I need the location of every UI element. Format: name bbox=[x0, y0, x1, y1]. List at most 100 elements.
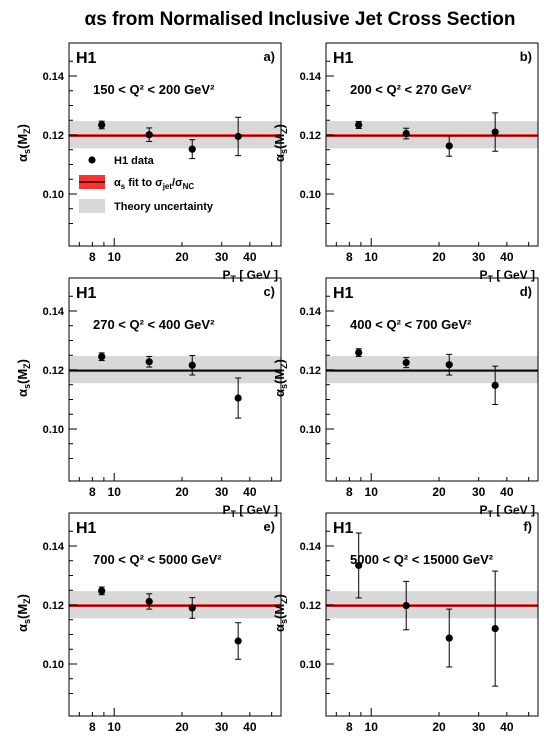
x-tick-label: 10 bbox=[108, 485, 122, 499]
x-tick-label: 30 bbox=[215, 720, 229, 734]
y-tick-label: 0.14 bbox=[300, 541, 322, 553]
plot-frame bbox=[68, 42, 282, 247]
experiment-label: H1 bbox=[333, 520, 354, 537]
plot-frame bbox=[68, 512, 282, 717]
plot-frame bbox=[325, 277, 539, 482]
x-tick-label: 30 bbox=[472, 720, 486, 734]
legend-fit-label: αs fit to σjet/σNC bbox=[114, 177, 194, 191]
y-tick-label: 0.10 bbox=[300, 424, 321, 436]
figure-title: αs from Normalised Inclusive Jet Cross S… bbox=[85, 9, 516, 30]
x-tick-label: 40 bbox=[243, 720, 257, 734]
data-point bbox=[491, 625, 499, 633]
experiment-label: H1 bbox=[76, 520, 97, 537]
panel-letter: d) bbox=[520, 284, 532, 299]
y-tick-label: 0.10 bbox=[300, 189, 321, 201]
x-tick-label: 30 bbox=[215, 250, 229, 264]
panel-letter: b) bbox=[520, 49, 532, 64]
plot-frame bbox=[325, 42, 539, 247]
x-tick-label: 10 bbox=[365, 485, 379, 499]
data-point bbox=[188, 145, 196, 153]
data-point bbox=[234, 637, 242, 645]
data-point bbox=[491, 381, 499, 389]
y-tick-label: 0.14 bbox=[43, 541, 65, 553]
y-tick-label: 0.12 bbox=[300, 130, 321, 142]
y-tick-label: 0.12 bbox=[43, 600, 64, 612]
plot-frame bbox=[68, 277, 282, 482]
y-tick-label: 0.12 bbox=[43, 130, 64, 142]
data-point bbox=[145, 597, 153, 606]
x-tick-label: 20 bbox=[175, 250, 189, 264]
x-tick-label: 40 bbox=[500, 720, 514, 734]
x-tick-label: 8 bbox=[89, 720, 96, 734]
y-axis-label: αs(MZ) bbox=[272, 594, 289, 632]
y-tick-label: 0.14 bbox=[43, 71, 65, 83]
data-point bbox=[491, 128, 499, 136]
y-tick-label: 0.12 bbox=[43, 365, 64, 377]
y-tick-label: 0.12 bbox=[300, 365, 321, 377]
x-tick-label: 8 bbox=[346, 250, 353, 264]
y-tick-label: 0.12 bbox=[300, 600, 321, 612]
y-tick-label: 0.14 bbox=[300, 71, 322, 83]
panel-c: 0.10 0.12 0.14 8 10 20 30 40 PT [ GeV ] αs(MZ) H1 c… bbox=[15, 277, 282, 519]
x-axis-label: PT [ GeV ] bbox=[479, 503, 535, 519]
y-axis-label: αs(MZ) bbox=[272, 124, 289, 162]
x-axis-label: PT [ GeV ] bbox=[222, 503, 278, 519]
legend-data-marker bbox=[88, 156, 96, 164]
x-tick-label: 20 bbox=[432, 720, 446, 734]
x-tick-label: 20 bbox=[432, 485, 446, 499]
data-point bbox=[355, 561, 363, 570]
x-tick-label: 40 bbox=[243, 250, 257, 264]
data-point bbox=[402, 601, 410, 610]
q2-range-label: 700 < Q² < 5000 GeV² bbox=[93, 552, 222, 567]
experiment-label: H1 bbox=[333, 50, 354, 67]
x-tick-label: 10 bbox=[108, 250, 122, 264]
legend-theory-label: Theory uncertainty bbox=[114, 201, 214, 213]
y-axis-label: αs(MZ) bbox=[15, 594, 32, 632]
panel-b: 0.10 0.12 0.14 8 10 20 30 40 PT [ GeV ] αs(MZ) H1 b… bbox=[272, 42, 539, 284]
data-point bbox=[145, 131, 153, 139]
x-tick-label: 40 bbox=[243, 485, 257, 499]
experiment-label: H1 bbox=[76, 285, 97, 302]
x-tick-label: 30 bbox=[472, 485, 486, 499]
q2-range-label: 270 < Q² < 400 GeV² bbox=[93, 317, 215, 332]
panel-letter: c) bbox=[263, 284, 275, 299]
y-axis-label: αs(MZ) bbox=[272, 359, 289, 397]
x-tick-label: 10 bbox=[108, 720, 122, 734]
panel-letter: f) bbox=[523, 519, 532, 534]
x-axis-label: PT [ GeV ] bbox=[222, 268, 278, 284]
panel-letter: a) bbox=[263, 49, 275, 64]
x-tick-label: 20 bbox=[175, 720, 189, 734]
legend: H1 data αs fit to σjet/σNC Theory uncertai… bbox=[79, 155, 214, 213]
y-axis-label: αs(MZ) bbox=[15, 359, 32, 397]
data-point bbox=[188, 604, 196, 612]
data-point bbox=[445, 634, 453, 642]
y-tick-label: 0.10 bbox=[300, 659, 321, 671]
x-tick-label: 8 bbox=[346, 720, 353, 734]
data-point bbox=[98, 121, 106, 129]
panels: 0.10 0.12 0.14 8 10 20 30 40 PT [ GeV ] αs(MZ) H1 a… bbox=[15, 42, 539, 734]
x-tick-label: 8 bbox=[346, 485, 353, 499]
panel-d: 0.10 0.12 0.14 8 10 20 30 40 PT [ GeV ] αs(MZ) H1 d… bbox=[272, 277, 539, 519]
q2-range-label: 400 < Q² < 700 GeV² bbox=[350, 317, 472, 332]
x-tick-label: 8 bbox=[89, 250, 96, 264]
legend-theory-swatch bbox=[79, 199, 105, 213]
data-point bbox=[98, 353, 106, 361]
panel-letter: e) bbox=[263, 519, 275, 534]
data-point bbox=[145, 358, 153, 366]
x-tick-label: 30 bbox=[215, 485, 229, 499]
y-tick-label: 0.10 bbox=[43, 189, 64, 201]
data-point bbox=[98, 587, 106, 595]
x-tick-label: 40 bbox=[500, 250, 514, 264]
x-tick-label: 10 bbox=[365, 720, 379, 734]
data-point bbox=[355, 121, 363, 129]
data-point bbox=[234, 132, 242, 141]
data-point bbox=[355, 348, 363, 357]
x-tick-label: 10 bbox=[365, 250, 379, 264]
q2-range-label: 200 < Q² < 270 GeV² bbox=[350, 82, 472, 97]
x-tick-label: 40 bbox=[500, 485, 514, 499]
data-point bbox=[402, 129, 410, 138]
legend-data-label: H1 data bbox=[114, 155, 155, 167]
